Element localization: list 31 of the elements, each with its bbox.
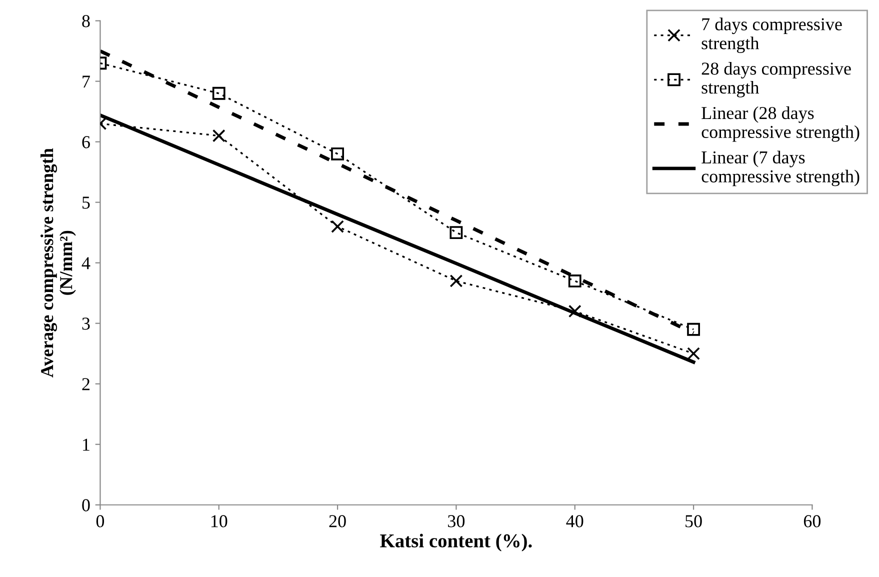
point [450,226,463,240]
y-tick-label: 3 [82,318,90,330]
point [212,129,226,142]
legend-label: Linear (7 days compressive strength) [702,150,860,186]
y-tick-label: 6 [82,136,90,148]
y-tick-label: 7 [82,76,90,88]
y-tick-label: 4 [82,257,90,270]
x-tick-label: 40 [566,515,584,528]
x-tick-label: 30 [448,515,465,528]
legend-label: Linear (28 days compressive strength) [702,106,860,142]
point [568,274,582,288]
x-tick-label: 60 [804,515,821,528]
point [687,347,700,360]
point [331,220,344,233]
y-tick-label: 8 [82,15,90,28]
x-tick-label: 50 [686,515,702,528]
x-tick-label: 10 [211,515,228,528]
x-axis-title: Katsi content (%). [380,534,532,552]
y-tick-label: 0 [82,499,90,512]
point [212,86,226,100]
y-tick-label: 5 [82,196,90,209]
point [687,322,700,336]
x-tick-label: 0 [96,515,104,528]
legend-label: 28 days compressive strength [702,62,851,98]
point [331,147,344,160]
y-tick-label: 2 [82,378,90,390]
legend-label: 7 days compressive strength [702,18,842,54]
x-tick-label: 20 [329,515,346,528]
y-tick-label: 1 [83,438,90,451]
y-axis-title: Average compressive strength (N/mm²) [40,148,76,378]
point [450,274,463,288]
